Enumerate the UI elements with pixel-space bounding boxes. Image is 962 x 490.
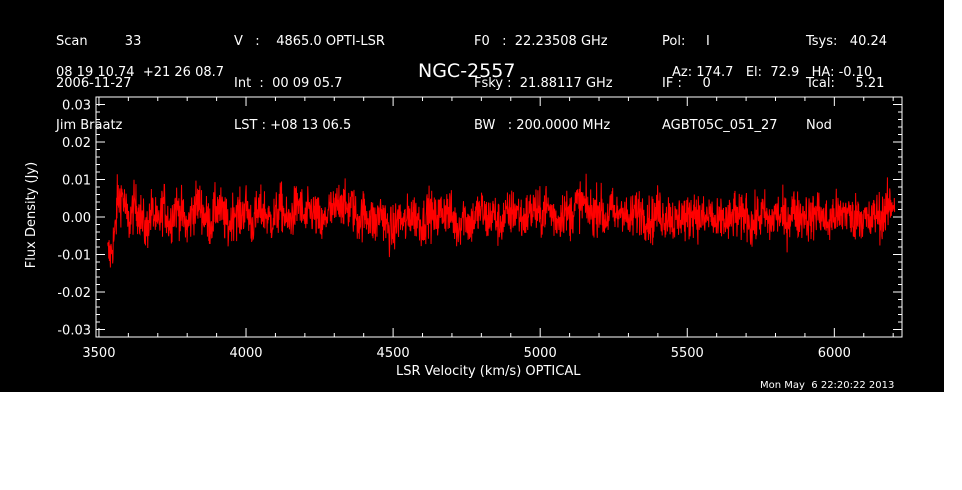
header-if: IF : 0 bbox=[662, 76, 711, 91]
y-tick-label: -0.01 bbox=[57, 249, 91, 264]
x-tick-label: 3500 bbox=[82, 346, 115, 361]
header-observer: Jim Braatz bbox=[56, 118, 123, 133]
y-tick-label: -0.03 bbox=[57, 324, 91, 339]
header-velocity-info: V : 4865.0 OPTI-LSR Int : 00 09 05.7 LST… bbox=[234, 7, 385, 161]
header-frequency-info: F0 : 22.23508 GHz Fsky : 21.88117 GHz BW… bbox=[474, 7, 613, 161]
x-tick-label: 4000 bbox=[229, 346, 262, 361]
y-tick-label: 0.03 bbox=[62, 99, 91, 114]
header-velocity: V : 4865.0 OPTI-LSR bbox=[234, 34, 385, 49]
spectrum-plot-panel: Scan 33 2006-11-27 Jim Braatz V : 4865.0… bbox=[0, 0, 944, 392]
y-tick-label: 0.01 bbox=[62, 174, 91, 189]
chart-tick-labels: 3500 4000 4500 5000 5500 6000 -0.03 -0.02 -0.01 0… bbox=[57, 99, 851, 362]
y-tick-label: -0.02 bbox=[57, 286, 91, 301]
x-tick-label: 4500 bbox=[377, 346, 410, 361]
x-tick-label: 5500 bbox=[671, 346, 704, 361]
chart-axes bbox=[95, 96, 903, 338]
header-date: 2006-11-27 bbox=[56, 76, 132, 91]
header-fsky: Fsky : 21.88117 GHz bbox=[474, 76, 613, 91]
chart-title: NGC-2557 bbox=[418, 60, 516, 82]
spectrum-chart: 3500 4000 4500 5000 5500 6000 -0.03 -0.02 -0.01 0… bbox=[57, 96, 903, 362]
x-tick-label: 5000 bbox=[524, 346, 557, 361]
header-integration: Int : 00 09 05.7 bbox=[234, 76, 343, 91]
header-lst: LST : +08 13 06.5 bbox=[234, 118, 352, 133]
az-el-ha: Az: 174.7 El: 72.9 HA: -0.10 bbox=[672, 65, 873, 80]
header-pol: Pol: I bbox=[662, 34, 710, 49]
header-scan: Scan 33 bbox=[56, 34, 142, 49]
header-f0: F0 : 22.23508 GHz bbox=[474, 34, 608, 49]
y-axis-label: Flux Density (Jy) bbox=[24, 161, 39, 269]
header-scan-info: Scan 33 2006-11-27 Jim Braatz bbox=[56, 7, 141, 161]
spectrum-line bbox=[107, 173, 896, 268]
chart-series bbox=[107, 173, 896, 268]
x-tick-label: 6000 bbox=[818, 346, 851, 361]
y-tick-label: 0.00 bbox=[62, 211, 91, 226]
source-coordinates: 08 19 10.74 +21 26 08.7 bbox=[56, 65, 225, 80]
header-tsys: Tsys: 40.24 bbox=[806, 34, 888, 49]
timestamp: Mon May 6 22:20:22 2013 bbox=[760, 380, 895, 391]
header-bandwidth: BW : 200.0000 MHz bbox=[474, 118, 611, 133]
y-tick-label: 0.02 bbox=[62, 136, 91, 151]
x-axis-label: LSR Velocity (km/s) OPTICAL bbox=[396, 364, 581, 379]
header-tcal: Tcal: 5.21 bbox=[806, 76, 885, 91]
header-system-info: Tsys: 40.24 Tcal: 5.21 Nod bbox=[806, 7, 887, 161]
header-polarization-info: Pol: I IF : 0 AGBT05C_051_27 bbox=[662, 7, 778, 161]
header-project: AGBT05C_051_27 bbox=[662, 118, 778, 133]
header-mode: Nod bbox=[806, 118, 832, 133]
